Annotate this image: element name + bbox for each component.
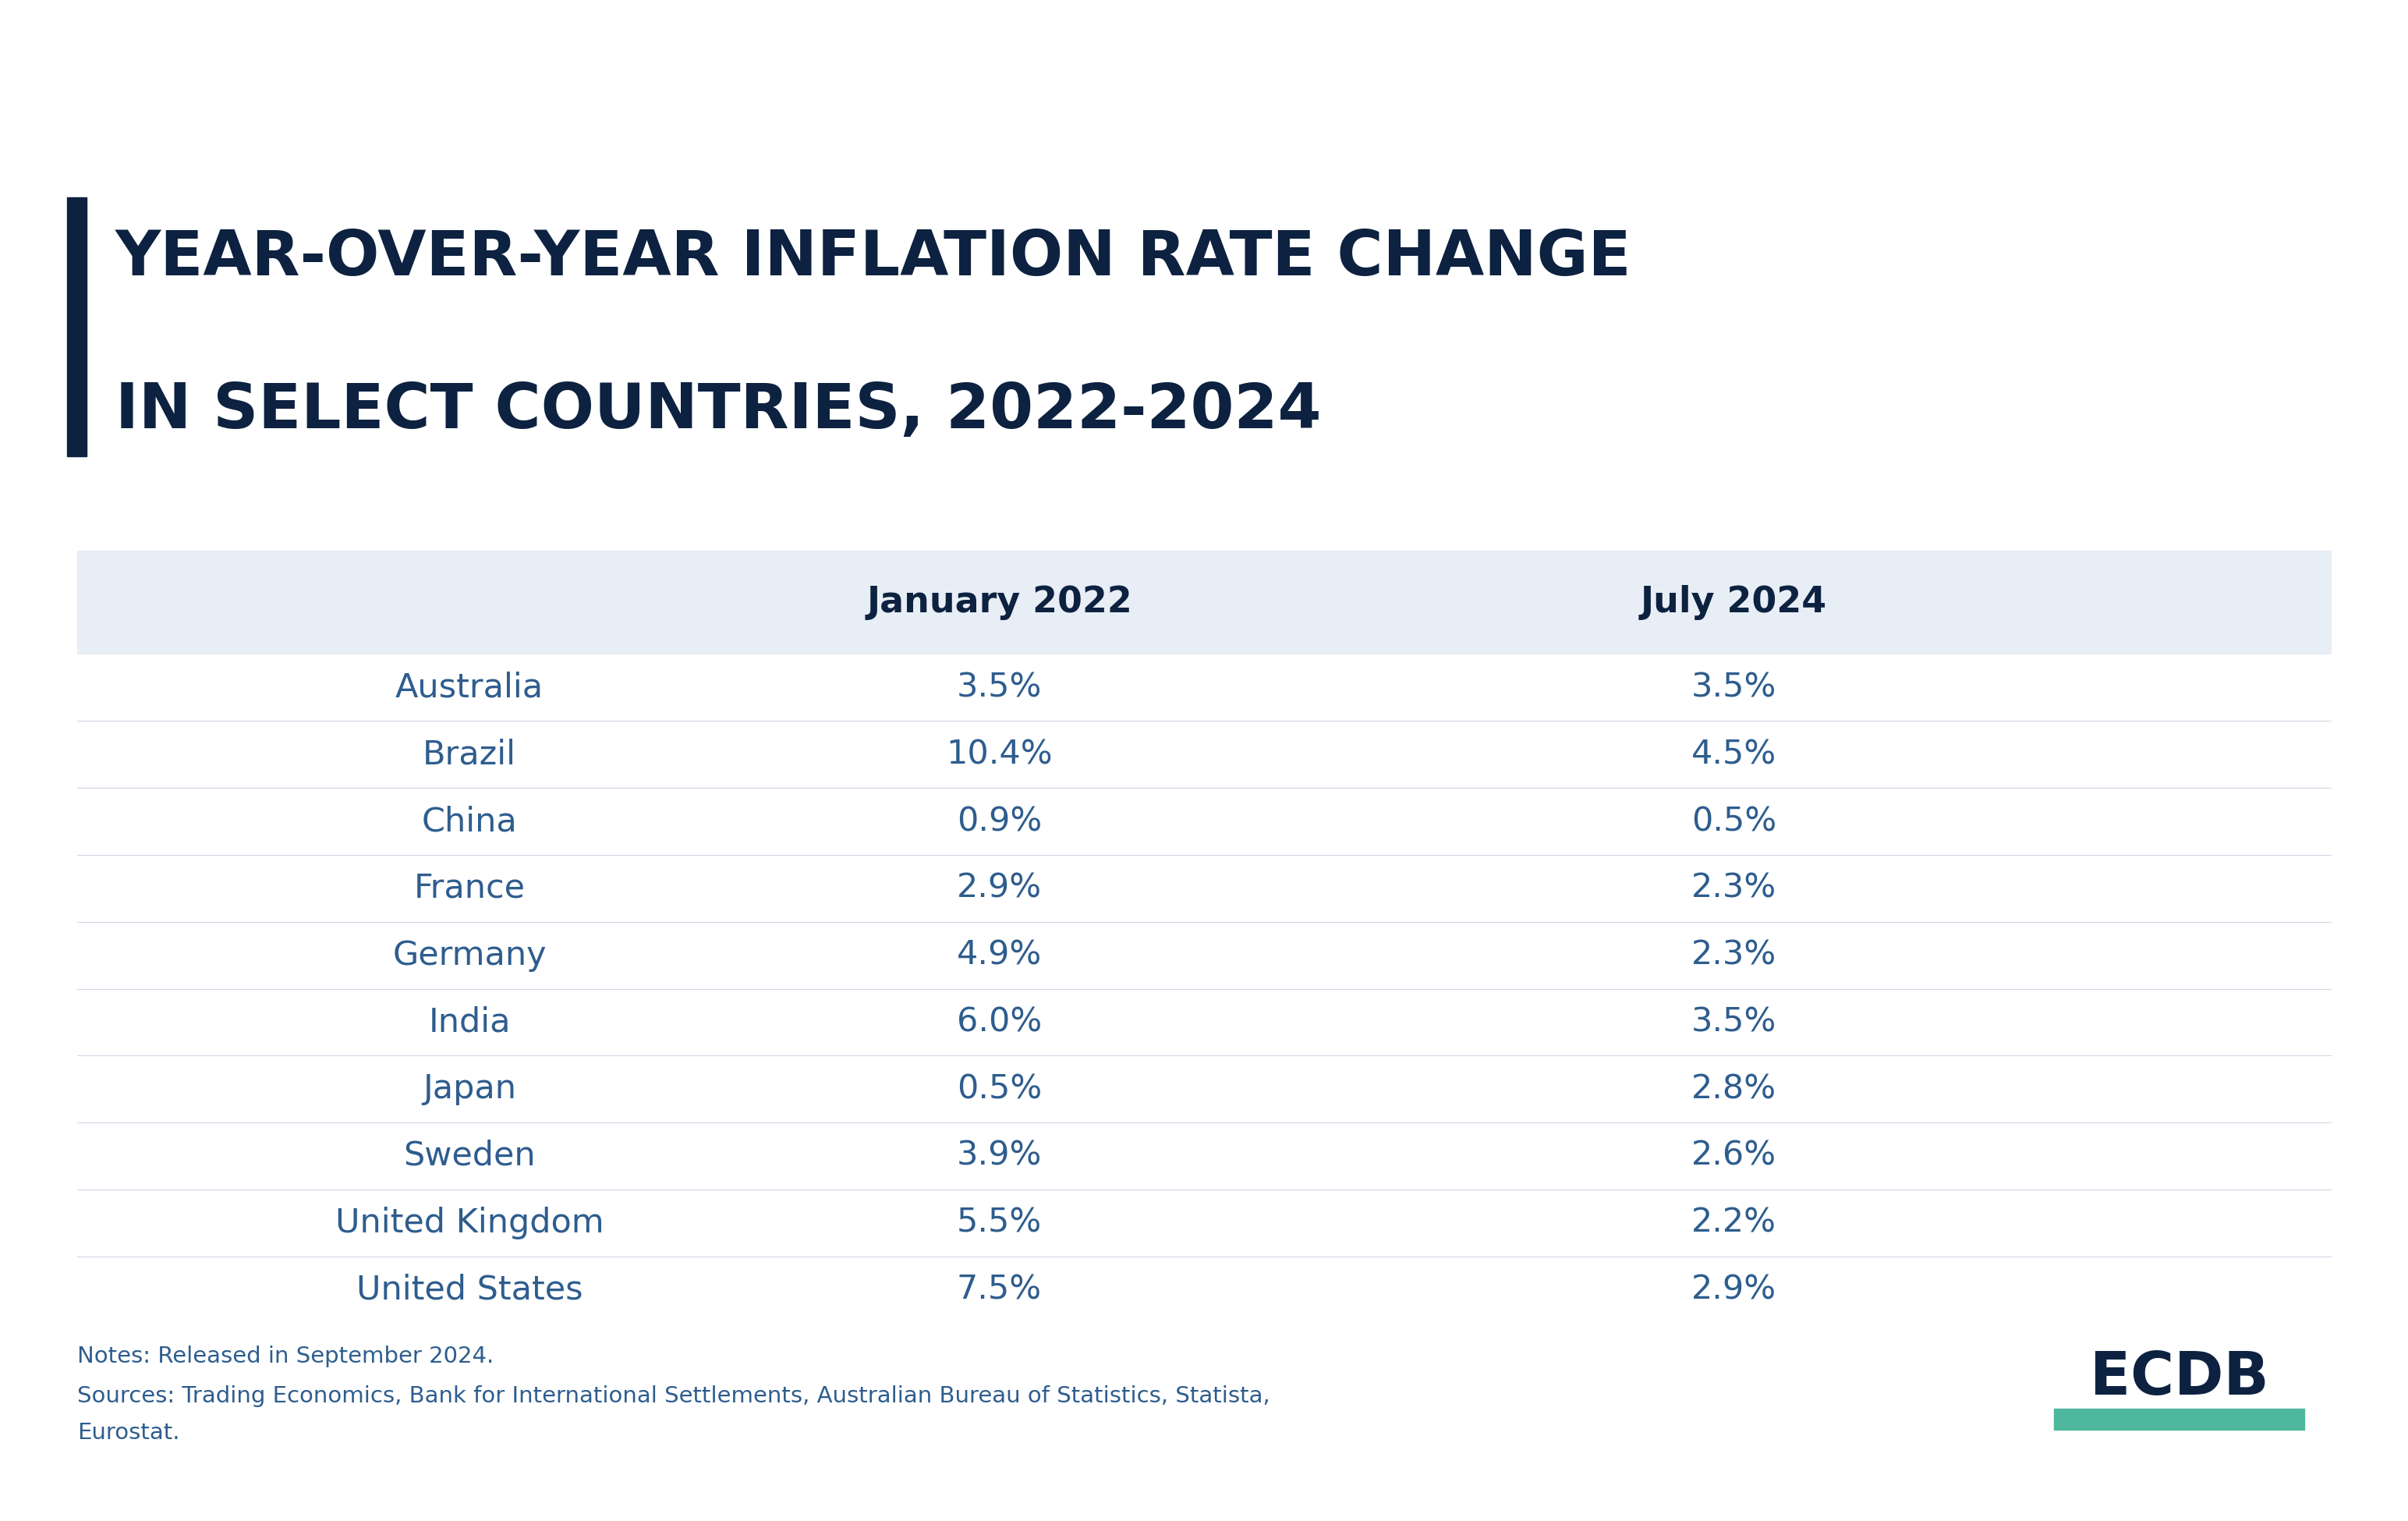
Text: YEAR-OVER-YEAR INFLATION RATE CHANGE: YEAR-OVER-YEAR INFLATION RATE CHANGE xyxy=(116,228,1633,289)
Text: 6.0%: 6.0% xyxy=(956,1005,1043,1039)
Text: India: India xyxy=(429,1005,510,1039)
Text: July 2024: July 2024 xyxy=(1640,584,1828,621)
Text: 0.5%: 0.5% xyxy=(1690,805,1777,838)
Text: Australia: Australia xyxy=(395,671,544,704)
Text: Notes: Released in September 2024.: Notes: Released in September 2024. xyxy=(77,1346,494,1367)
Text: Sweden: Sweden xyxy=(405,1139,535,1173)
Text: 2.9%: 2.9% xyxy=(1690,1273,1777,1307)
Text: 4.5%: 4.5% xyxy=(1690,738,1777,771)
Text: 2.8%: 2.8% xyxy=(1690,1072,1777,1106)
Text: 5.5%: 5.5% xyxy=(956,1206,1043,1240)
Text: January 2022: January 2022 xyxy=(867,584,1132,621)
Bar xyxy=(2054,1408,2304,1430)
Text: China: China xyxy=(421,805,518,838)
Text: Germany: Germany xyxy=(393,938,547,972)
Text: 2.9%: 2.9% xyxy=(956,872,1043,905)
Text: 10.4%: 10.4% xyxy=(946,738,1052,771)
Text: 2.3%: 2.3% xyxy=(1690,938,1777,972)
Text: United States: United States xyxy=(356,1273,583,1307)
Text: Eurostat.: Eurostat. xyxy=(77,1422,181,1443)
Text: 2.6%: 2.6% xyxy=(1690,1139,1777,1173)
Bar xyxy=(67,198,87,456)
Text: 3.5%: 3.5% xyxy=(956,671,1043,704)
Text: 7.5%: 7.5% xyxy=(956,1273,1043,1307)
Text: 3.5%: 3.5% xyxy=(1690,671,1777,704)
Bar xyxy=(77,551,2331,654)
Text: Sources: Trading Economics, Bank for International Settlements, Australian Burea: Sources: Trading Economics, Bank for Int… xyxy=(77,1386,1269,1407)
Text: 2.3%: 2.3% xyxy=(1690,872,1777,905)
Text: 3.9%: 3.9% xyxy=(956,1139,1043,1173)
Text: ECDB: ECDB xyxy=(2090,1349,2268,1407)
Text: United Kingdom: United Kingdom xyxy=(335,1206,604,1240)
Text: France: France xyxy=(414,872,525,905)
Text: IN SELECT COUNTRIES, 2022-2024: IN SELECT COUNTRIES, 2022-2024 xyxy=(116,380,1322,441)
Text: Brazil: Brazil xyxy=(424,738,515,771)
Text: Japan: Japan xyxy=(424,1072,515,1106)
Text: 4.9%: 4.9% xyxy=(956,938,1043,972)
Text: 0.5%: 0.5% xyxy=(956,1072,1043,1106)
Text: 2.2%: 2.2% xyxy=(1690,1206,1777,1240)
Text: 0.9%: 0.9% xyxy=(956,805,1043,838)
Text: 3.5%: 3.5% xyxy=(1690,1005,1777,1039)
